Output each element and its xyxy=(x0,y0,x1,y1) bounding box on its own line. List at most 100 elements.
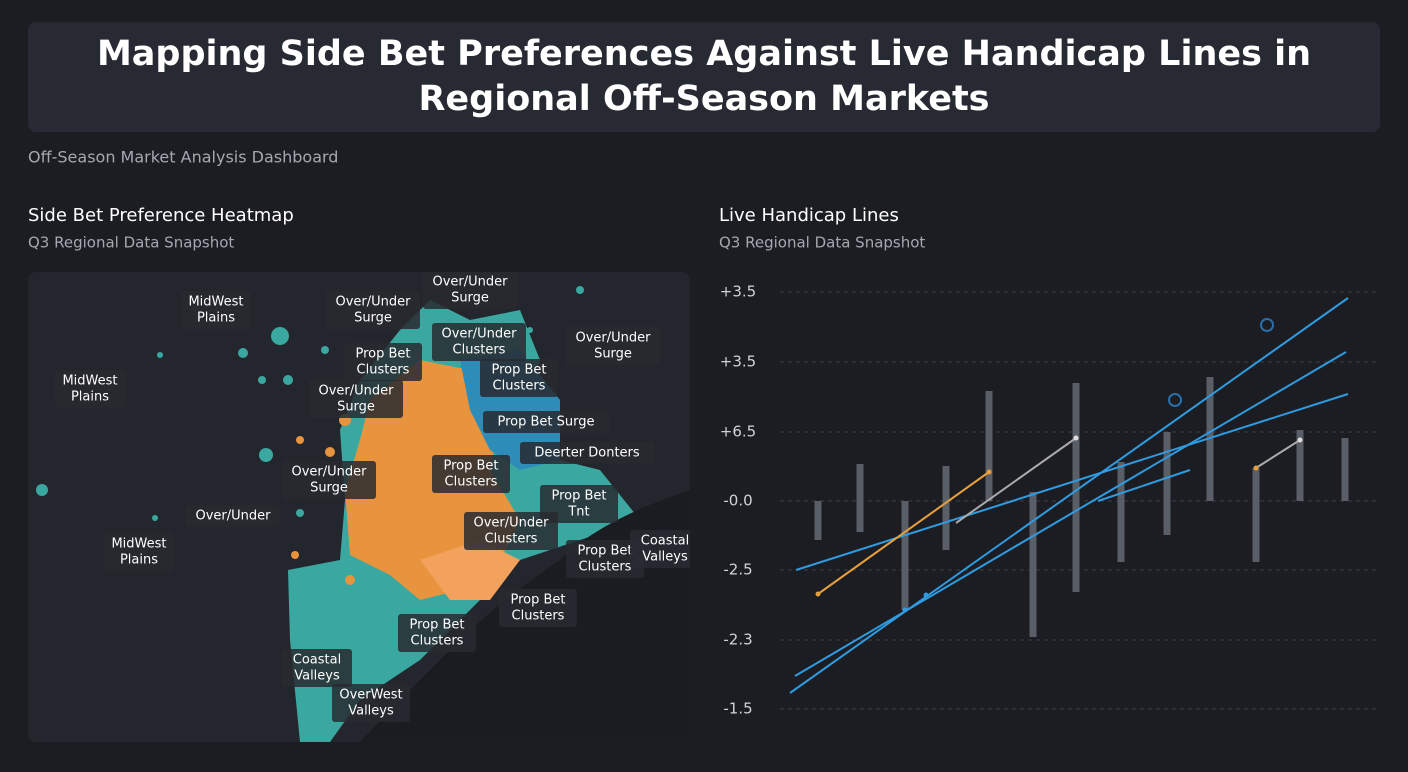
map-label: Over/Under xyxy=(442,327,518,342)
segment xyxy=(955,437,1077,524)
map-label: Clusters xyxy=(493,379,546,394)
map-label: Surge xyxy=(337,400,375,415)
dot xyxy=(576,286,584,294)
label-box xyxy=(432,323,526,361)
map-label: Clusters xyxy=(445,475,498,490)
map-label: Prop Bet xyxy=(551,489,606,504)
dot xyxy=(259,448,273,462)
map-label: MidWest xyxy=(62,374,117,389)
map-label: MidWest xyxy=(188,295,243,310)
y-axis-label: -0.0 xyxy=(723,492,752,510)
map-label: Surge xyxy=(594,347,632,362)
bar xyxy=(856,464,864,532)
label-box xyxy=(540,485,618,523)
panel-title: Live Handicap Lines xyxy=(719,205,899,226)
bar xyxy=(901,501,909,610)
label-box xyxy=(520,442,654,464)
map-label: Coastal xyxy=(641,534,689,549)
bar xyxy=(1252,468,1260,562)
map-label: Clusters xyxy=(411,634,464,649)
dot xyxy=(238,348,248,358)
map-label: MidWest xyxy=(111,537,166,552)
y-axis-label: -2.3 xyxy=(723,631,752,649)
bar xyxy=(1072,383,1080,592)
y-axis-label: +6.5 xyxy=(720,423,756,441)
dot xyxy=(345,575,355,585)
label-box xyxy=(344,343,422,381)
ring xyxy=(1260,318,1274,332)
map-label: OverWest xyxy=(339,688,402,703)
bar xyxy=(1117,462,1125,562)
dot xyxy=(283,375,293,385)
map-label: Over/Under xyxy=(292,465,368,480)
bar xyxy=(1341,438,1349,501)
map-label: Surge xyxy=(310,481,348,496)
label-box xyxy=(423,272,517,309)
map-label: Over/Under xyxy=(474,516,550,531)
dot xyxy=(157,352,163,358)
dot xyxy=(402,429,414,441)
map-label: Prop Bet xyxy=(491,363,546,378)
dot xyxy=(291,551,299,559)
label-box xyxy=(326,291,420,329)
map-label: Prop Bet Surge xyxy=(497,415,594,430)
label-box xyxy=(104,533,174,571)
trend-line xyxy=(794,351,1347,677)
map-label: Plains xyxy=(120,553,158,568)
map-label: Clusters xyxy=(485,532,538,547)
map-label: Prop Bet xyxy=(510,593,565,608)
dot xyxy=(527,327,533,333)
map-label: Prop Bet xyxy=(409,618,464,633)
label-box xyxy=(630,530,690,568)
label-box xyxy=(464,512,558,550)
segment xyxy=(1255,439,1301,469)
point xyxy=(1297,437,1303,443)
map-label: Valleys xyxy=(294,669,340,684)
point xyxy=(1073,435,1079,441)
map: MidWestPlainsOver/UnderSurgeOver/UnderSu… xyxy=(28,272,690,742)
panel-subtitle: Q3 Regional Data Snapshot xyxy=(719,234,925,252)
subtitle: Off-Season Market Analysis Dashboard xyxy=(28,148,338,167)
map-label: Clusters xyxy=(453,343,506,358)
map-label: Clusters xyxy=(579,560,632,575)
point xyxy=(1253,465,1259,471)
title-box xyxy=(28,22,1380,132)
label-box xyxy=(55,370,125,408)
label-box xyxy=(566,327,660,365)
dot xyxy=(152,515,158,521)
map-label: Prop Bet xyxy=(443,459,498,474)
label-box xyxy=(480,359,558,397)
bar xyxy=(942,466,950,550)
y-axis-label: +3.5 xyxy=(720,353,756,371)
label-box xyxy=(332,684,410,722)
y-axis-label: -2.5 xyxy=(723,561,752,579)
segment xyxy=(817,471,990,595)
ring xyxy=(1168,393,1182,407)
map-label: Prop Bet xyxy=(577,544,632,559)
label-box xyxy=(398,614,476,652)
map-label: Surge xyxy=(451,291,489,306)
label-box xyxy=(483,411,609,433)
map-labels: MidWestPlainsOver/UnderSurgeOver/UnderSu… xyxy=(55,272,690,722)
map-label: Valleys xyxy=(348,704,394,719)
bar xyxy=(1029,492,1037,637)
label-box xyxy=(432,455,510,493)
label-box xyxy=(282,649,352,687)
point xyxy=(986,469,992,475)
label-box xyxy=(181,291,251,329)
dot xyxy=(271,327,289,345)
dot xyxy=(296,509,304,517)
label-box xyxy=(566,540,644,578)
y-axis-label: +3.5 xyxy=(720,283,756,301)
label-box xyxy=(282,461,376,499)
panel-title: Side Bet Preference Heatmap xyxy=(28,205,294,226)
map-label: Prop Bet xyxy=(355,347,410,362)
point xyxy=(923,592,929,598)
label-box xyxy=(186,505,280,527)
map-label: Clusters xyxy=(512,609,565,624)
map-label: Over/Under xyxy=(336,295,412,310)
lines-chart: +3.5 +3.5 +6.5 -0.0 -2.5 -2.3 -1.5 xyxy=(720,283,1380,718)
dot xyxy=(36,484,48,496)
trend-line xyxy=(789,297,1349,694)
map-label: Plains xyxy=(197,311,235,326)
